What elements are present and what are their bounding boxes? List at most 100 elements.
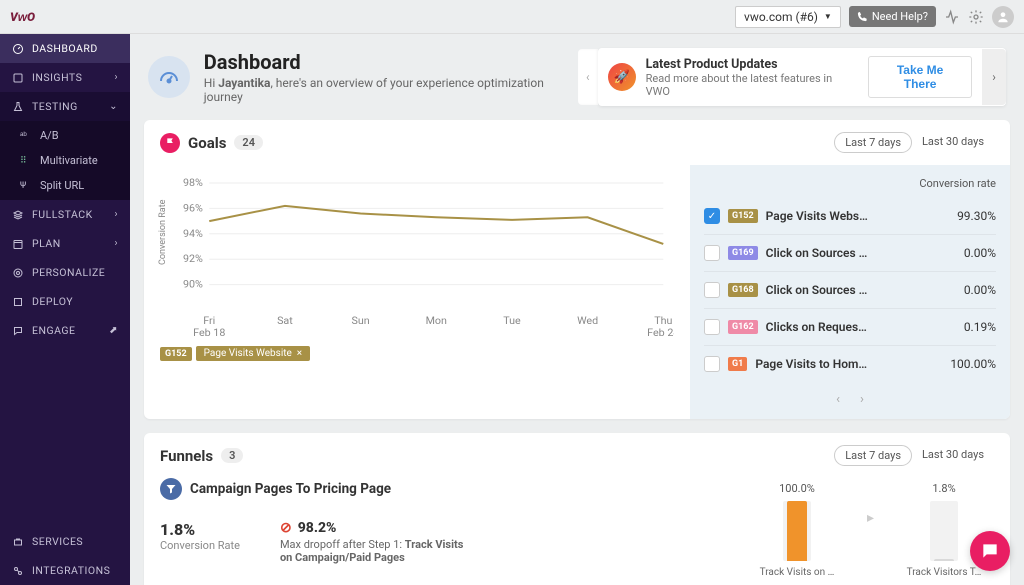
chart-area: Conversion Rate 98%96%94%92%90%FriFeb 18… — [144, 165, 690, 419]
split-icon: Ψ — [20, 181, 32, 191]
funnels-filters: Last 7 days Last 30 days — [834, 445, 994, 466]
goal-badge: G169 — [728, 246, 758, 260]
funnel-bar-fill — [934, 559, 954, 561]
nav-integrations-label: INTEGRATIONS — [32, 564, 110, 577]
funnel-row: Campaign Pages To Pricing Page 1.8% Conv… — [160, 478, 994, 578]
filter-last30[interactable]: Last 30 days — [912, 132, 994, 153]
svg-text:Sat: Sat — [277, 314, 293, 327]
funnel-item-name: Campaign Pages To Pricing Page — [190, 481, 391, 497]
goal-rate: 0.00% — [964, 283, 996, 297]
external-icon: ⬈ — [109, 325, 118, 336]
nav-split[interactable]: Ψ Split URL — [0, 173, 130, 198]
goal-badge: G152 — [728, 209, 758, 223]
goal-checkbox[interactable] — [704, 245, 720, 261]
goal-row[interactable]: G162 Clicks on Reques… 0.19% — [704, 309, 996, 346]
goals-pager: ‹ › — [704, 392, 996, 407]
goal-badge: G162 — [728, 320, 758, 334]
rocket-icon: 🚀 — [608, 63, 636, 91]
chat-bubble[interactable] — [970, 531, 1010, 571]
conv-rate-value: 1.8% — [160, 520, 240, 539]
funnel-filter-last30[interactable]: Last 30 days — [912, 445, 994, 466]
goal-checkbox[interactable] — [704, 282, 720, 298]
nav-plan[interactable]: PLAN › — [0, 229, 130, 258]
nav-dashboard[interactable]: DASHBOARD — [0, 34, 130, 63]
nav-insights[interactable]: INSIGHTS › — [0, 63, 130, 92]
nav-fullstack-label: FULLSTACK — [32, 208, 93, 221]
svg-text:VᴡO: VᴡO — [10, 9, 35, 23]
chart-tag-badge: G152 — [160, 347, 192, 361]
nav-engage[interactable]: ENGAGE ⬈ — [0, 316, 130, 345]
goals-line-chart: 98%96%94%92%90%FriFeb 18SatSunMonTueWedT… — [160, 175, 674, 340]
funnel-bar-track — [787, 501, 807, 561]
goal-rate: 100.00% — [950, 357, 996, 371]
plan-icon — [12, 238, 24, 250]
nav-insights-label: INSIGHTS — [32, 71, 82, 84]
avatar[interactable] — [992, 6, 1014, 28]
help-button[interactable]: Need Help? — [849, 6, 936, 27]
svg-text:Thu: Thu — [654, 314, 672, 327]
sidebar: DASHBOARD INSIGHTS › TESTING ⌄ ᵃᵇA/B ⠿Mu… — [0, 0, 130, 585]
hero-next[interactable]: › — [982, 49, 1006, 105]
filter-last7[interactable]: Last 7 days — [834, 132, 912, 153]
goals-body: Conversion Rate 98%96%94%92%90%FriFeb 18… — [144, 165, 1010, 419]
topbar: VᴡO vwo.com (#6) Need Help? — [0, 0, 1024, 34]
goal-row[interactable]: ✓ G152 Page Visits Webs… 99.30% — [704, 198, 996, 235]
svg-text:98%: 98% — [183, 176, 203, 189]
nav-ab-label: A/B — [40, 129, 59, 142]
hero-prev[interactable]: ‹ — [578, 49, 598, 105]
hero-updates: ‹ 🚀 Latest Product Updates Read more abo… — [598, 48, 1006, 106]
nav-deploy[interactable]: DEPLOY — [0, 287, 130, 316]
nav-split-label: Split URL — [40, 179, 84, 192]
svg-text:Feb 18: Feb 18 — [193, 326, 225, 339]
goal-checkbox[interactable]: ✓ — [704, 208, 720, 224]
hero-updates-title: Latest Product Updates — [646, 57, 858, 72]
nav-services[interactable]: SERVICES — [0, 527, 130, 556]
funnel-bar-label: Track Visits on … — [747, 567, 847, 578]
funnel-stats: 1.8% Conversion Rate ⊘ 98.2% Max dropoff… — [160, 520, 723, 564]
hero-title: Dashboard — [204, 50, 584, 74]
goal-badge: G1 — [728, 357, 747, 371]
funnel-bar-fill — [787, 501, 807, 561]
nav-multivariate[interactable]: ⠿Multivariate — [0, 148, 130, 173]
account-selector[interactable]: vwo.com (#6) — [735, 6, 841, 28]
services-icon — [12, 536, 24, 548]
svg-text:Fri: Fri — [203, 314, 215, 327]
goal-row[interactable]: G1 Page Visits to Hom… 100.00% — [704, 346, 996, 382]
chart-tag[interactable]: G152 Page Visits Website × — [160, 346, 310, 361]
funnel-bar-value: 100.0% — [779, 482, 815, 495]
svg-text:Tue: Tue — [503, 314, 521, 327]
logo[interactable]: VᴡO — [10, 7, 55, 27]
take-me-button[interactable]: Take Me There — [868, 56, 972, 98]
main-content: Dashboard Hi Jayantika, here's an overvi… — [130, 0, 1024, 585]
integrations-icon — [12, 565, 24, 577]
nav-testing[interactable]: TESTING ⌄ — [0, 92, 130, 121]
funnels-title-row: Funnels 3 — [160, 447, 243, 465]
svg-text:Mon: Mon — [426, 314, 448, 327]
pager-next[interactable]: › — [856, 392, 868, 407]
funnels-pager: ‹ › — [160, 578, 994, 585]
goal-checkbox[interactable] — [704, 319, 720, 335]
funnel-body: Campaign Pages To Pricing Page 1.8% Conv… — [144, 478, 1010, 585]
goals-title: Goals — [188, 134, 226, 152]
nav-ab[interactable]: ᵃᵇA/B — [0, 123, 130, 148]
goal-name: Clicks on Reques… — [766, 320, 867, 334]
dropoff-stat: ⊘ 98.2% Max dropoff after Step 1: Track … — [280, 520, 470, 564]
deploy-icon — [12, 296, 24, 308]
funnel-bar-label: Track Visitors T… — [894, 567, 994, 578]
goal-row[interactable]: G169 Click on Sources … 0.00% — [704, 235, 996, 272]
nav-multivariate-label: Multivariate — [40, 154, 98, 167]
gear-icon[interactable] — [968, 9, 984, 25]
flask-icon — [12, 101, 24, 113]
goal-checkbox[interactable] — [704, 356, 720, 372]
gauge-icon — [12, 43, 24, 55]
nav-personalize[interactable]: PERSONALIZE — [0, 258, 130, 287]
pager-prev[interactable]: ‹ — [832, 392, 844, 407]
hero-gauge-icon — [148, 56, 190, 98]
chevron-right-icon: › — [114, 209, 118, 220]
goal-row[interactable]: G168 Click on Sources … 0.00% — [704, 272, 996, 309]
nav-integrations[interactable]: INTEGRATIONS — [0, 556, 130, 585]
funnel-filter-last7[interactable]: Last 7 days — [834, 445, 912, 466]
nav-fullstack[interactable]: FULLSTACK › — [0, 200, 130, 229]
activity-icon[interactable] — [944, 9, 960, 25]
goal-name: Page Visits Webs… — [766, 209, 868, 223]
